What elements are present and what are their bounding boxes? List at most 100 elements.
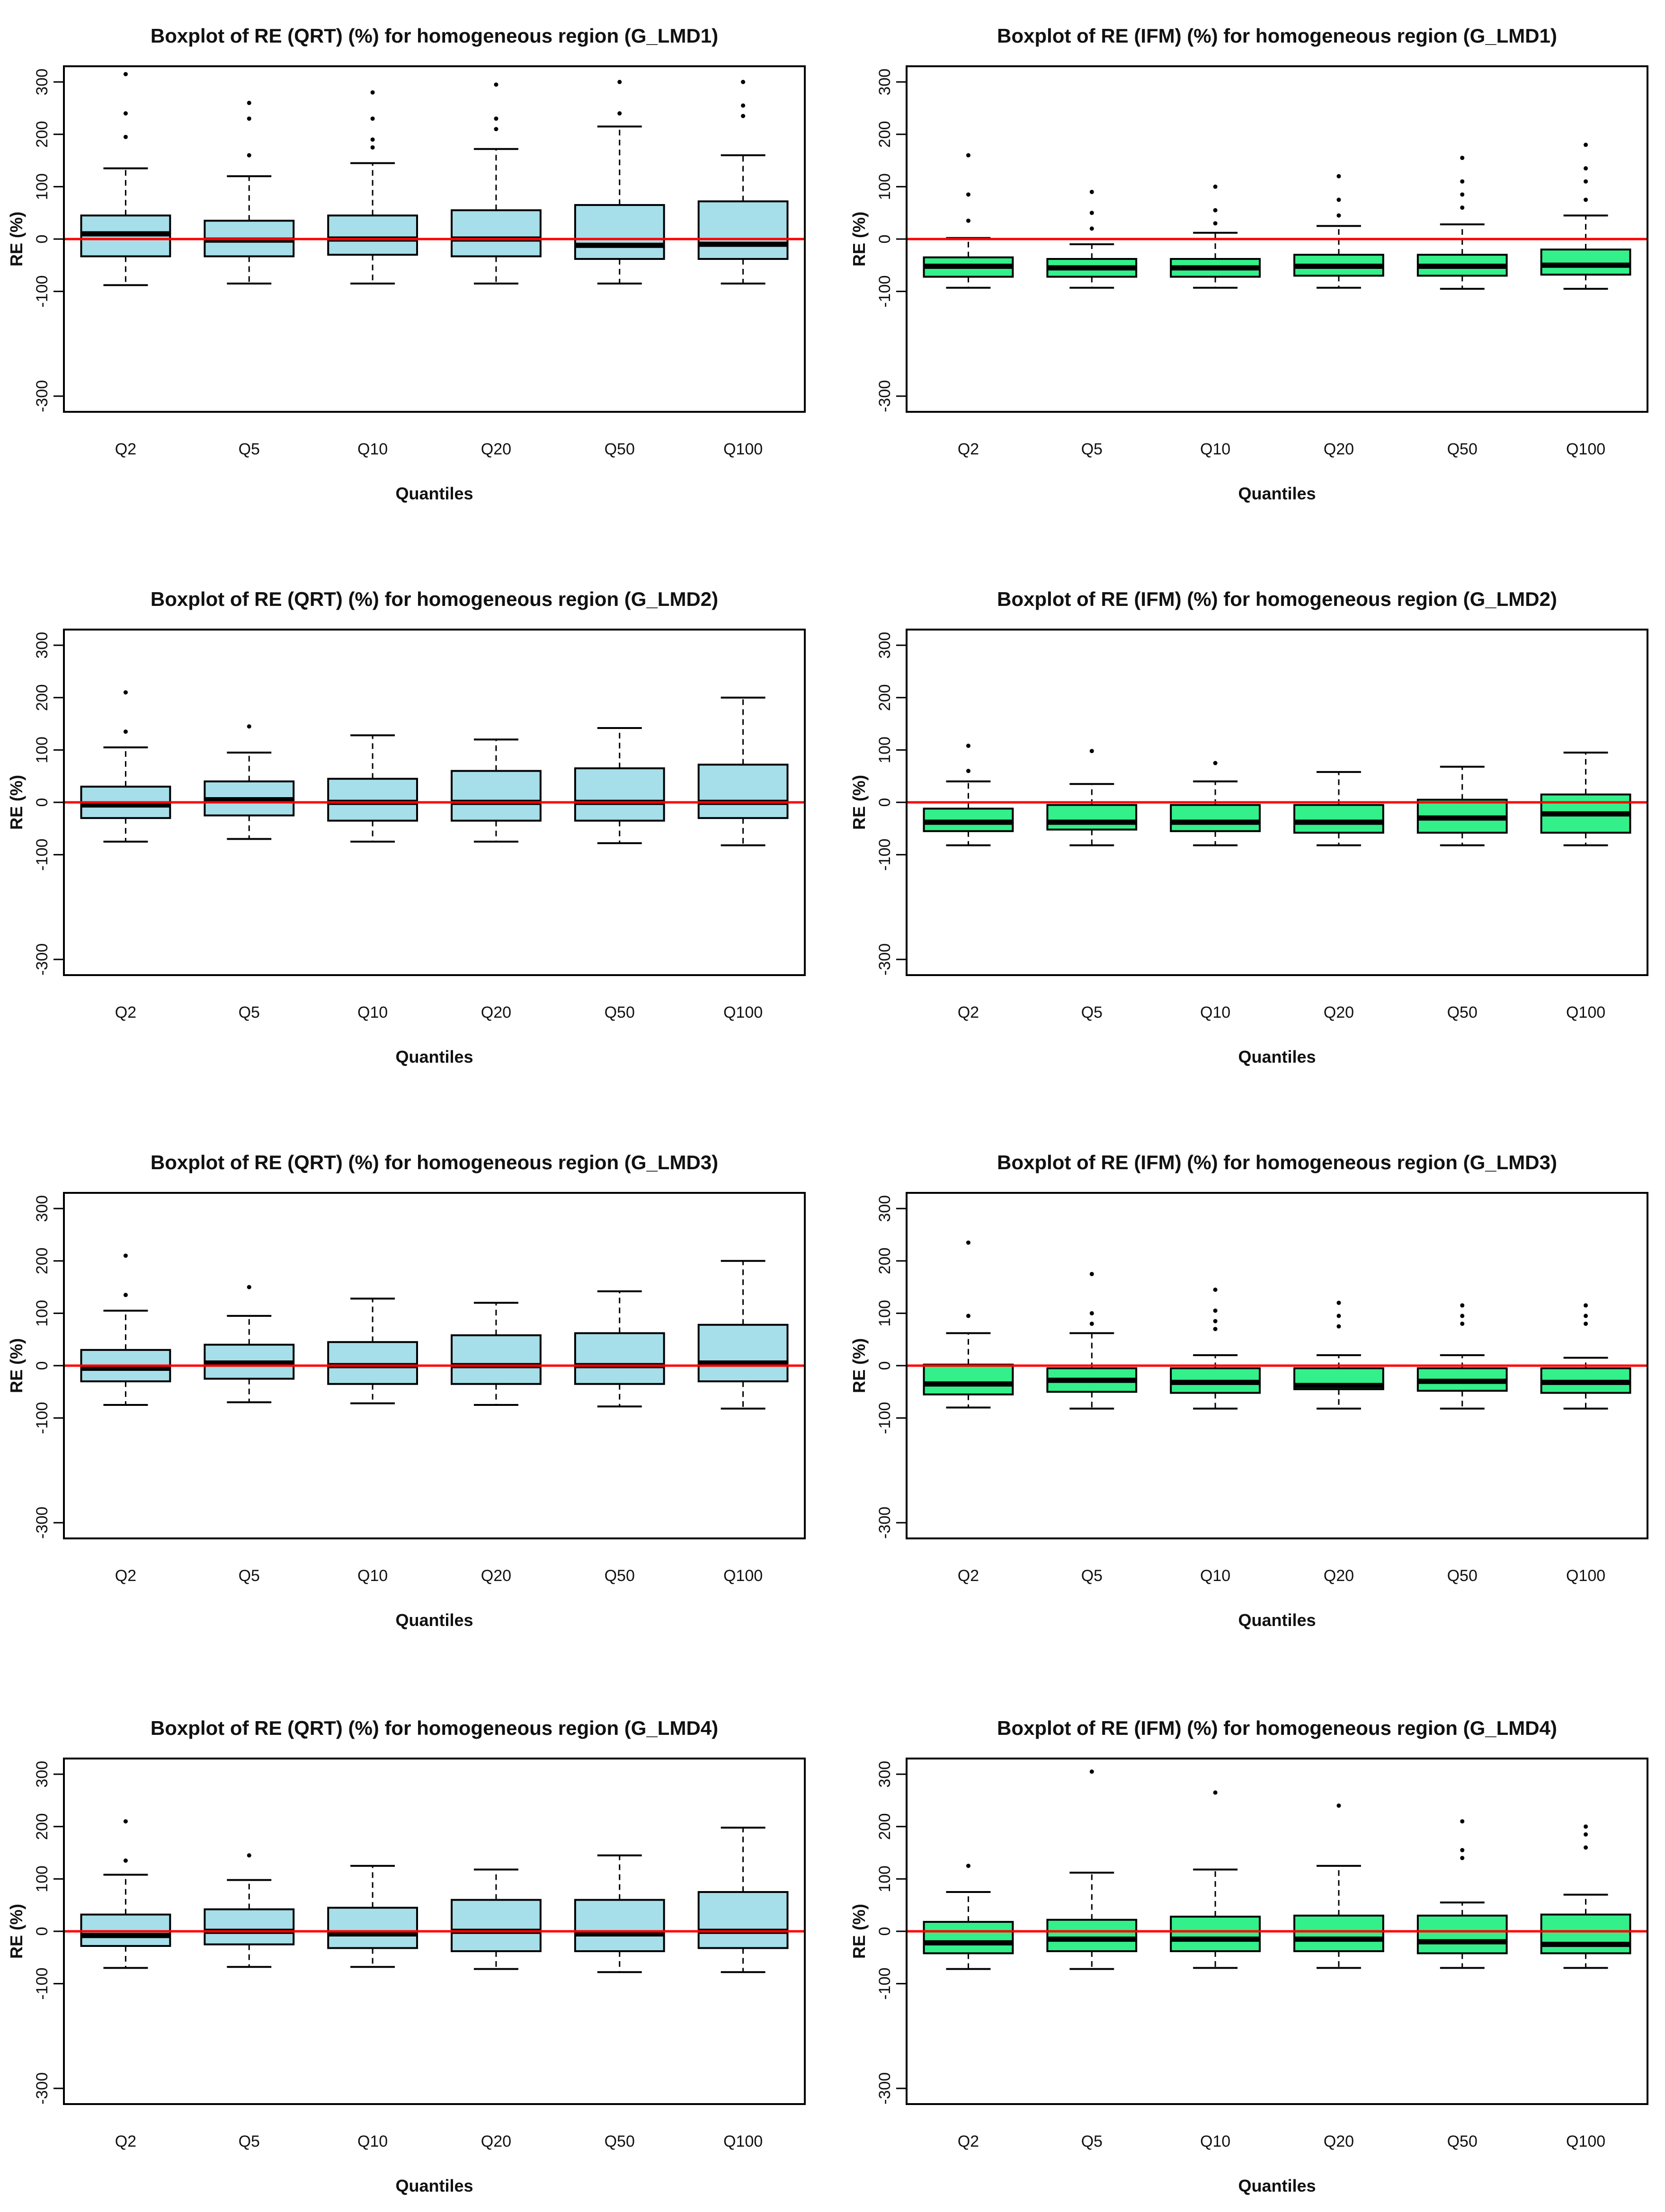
chart-title: Boxplot of RE (IFM) (%) for homogeneous … xyxy=(997,588,1557,610)
y-tick-label: -100 xyxy=(33,1402,51,1434)
y-axis-label: RE (%) xyxy=(849,1338,869,1393)
y-tick-label: 200 xyxy=(876,1813,894,1840)
outlier-point xyxy=(1213,1327,1218,1332)
y-tick-label: 100 xyxy=(876,1866,894,1892)
x-tick-label: Q50 xyxy=(1447,2132,1478,2150)
box-iqr xyxy=(1293,1914,1384,1953)
outlier-point xyxy=(1584,1314,1588,1318)
box-iqr xyxy=(1540,249,1631,276)
outlier-point xyxy=(247,1853,251,1858)
box-iqr xyxy=(451,770,542,822)
y-tick-label: 0 xyxy=(876,235,894,244)
outlier-point xyxy=(1584,1845,1588,1850)
box-q50 xyxy=(1416,765,1508,846)
x-tick-label: Q50 xyxy=(605,440,635,458)
y-tick-label: 300 xyxy=(33,632,51,659)
x-tick-label: Q50 xyxy=(605,1567,635,1585)
x-axis-label: Quantiles xyxy=(395,484,473,503)
box-iqr xyxy=(697,1891,789,1949)
x-axis-label: Quantiles xyxy=(1238,1610,1316,1630)
y-tick-label: -100 xyxy=(33,1968,51,2000)
y-axis-label: RE (%) xyxy=(7,775,26,830)
x-tick-label: Q2 xyxy=(115,1567,136,1585)
x-tick-label: Q5 xyxy=(239,2132,260,2150)
outlier-point xyxy=(1089,749,1094,754)
y-axis-label: RE (%) xyxy=(7,212,26,267)
outlier-point xyxy=(1213,1319,1218,1324)
outlier-point xyxy=(1213,1288,1218,1292)
x-tick-label: Q10 xyxy=(1200,1004,1230,1022)
outlier-point xyxy=(123,72,128,77)
outlier-point xyxy=(1213,761,1218,765)
outlier-point xyxy=(1584,1303,1588,1308)
y-tick-label: 300 xyxy=(33,1761,51,1788)
outlier-point xyxy=(370,116,375,121)
x-tick-label: Q50 xyxy=(1447,1567,1478,1585)
chart-title: Boxplot of RE (QRT) (%) for homogeneous … xyxy=(151,588,718,610)
x-tick-label: Q10 xyxy=(357,1004,388,1022)
outlier-point xyxy=(1089,211,1094,215)
chart-title: Boxplot of RE (QRT) (%) for homogeneous … xyxy=(151,1151,718,1173)
x-tick-label: Q50 xyxy=(1447,1004,1478,1022)
x-tick-label: Q10 xyxy=(357,2132,388,2150)
x-tick-label: Q5 xyxy=(1081,440,1103,458)
y-axis-label: RE (%) xyxy=(849,212,869,267)
box-q5 xyxy=(204,1285,295,1404)
x-tick-label: Q5 xyxy=(239,1004,260,1022)
x-tick-label: Q5 xyxy=(1081,1004,1103,1022)
x-tick-label: Q2 xyxy=(115,440,136,458)
outlier-point xyxy=(741,114,746,118)
box-q10 xyxy=(1170,1288,1261,1410)
y-axis-label: RE (%) xyxy=(849,1904,869,1959)
outlier-point xyxy=(1336,213,1341,218)
y-tick-label: -100 xyxy=(876,1968,894,2000)
x-tick-label: Q100 xyxy=(1566,2132,1605,2150)
x-tick-label: Q20 xyxy=(481,1567,511,1585)
outlier-point xyxy=(1213,221,1218,226)
outlier-point xyxy=(1336,1803,1341,1808)
box-q50 xyxy=(574,80,665,285)
outlier-point xyxy=(966,1864,971,1868)
y-tick-label: 200 xyxy=(33,1247,51,1274)
outlier-point xyxy=(1460,1314,1465,1318)
box-iqr xyxy=(1416,1914,1508,1954)
box-q50 xyxy=(574,1854,665,1973)
box-iqr xyxy=(574,767,665,822)
box-q100 xyxy=(1540,1824,1631,1969)
y-tick-label: 100 xyxy=(33,1300,51,1327)
box-iqr xyxy=(451,209,542,258)
x-axis-label: Quantiles xyxy=(395,1047,473,1066)
outlier-point xyxy=(1460,1322,1465,1326)
box-iqr xyxy=(1170,1916,1261,1953)
outlier-point xyxy=(123,111,128,116)
x-tick-label: Q2 xyxy=(958,1567,979,1585)
x-tick-label: Q2 xyxy=(958,1004,979,1022)
outlier-point xyxy=(1213,208,1218,213)
outlier-point xyxy=(1584,197,1588,202)
y-tick-label: 300 xyxy=(876,632,894,659)
box-iqr xyxy=(574,204,665,260)
x-tick-label: Q20 xyxy=(481,440,511,458)
y-tick-label: -300 xyxy=(33,1507,51,1539)
outlier-point xyxy=(1089,1769,1094,1774)
outlier-point xyxy=(123,729,128,734)
x-axis-label: Quantiles xyxy=(395,1610,473,1630)
y-tick-label: 300 xyxy=(33,1195,51,1222)
y-tick-label: 0 xyxy=(33,1927,51,1936)
outlier-point xyxy=(370,145,375,150)
outlier-point xyxy=(1089,226,1094,231)
box-iqr xyxy=(451,1899,542,1953)
x-tick-label: Q20 xyxy=(481,1004,511,1022)
outlier-point xyxy=(1460,192,1465,197)
x-tick-label: Q100 xyxy=(1566,440,1605,458)
y-tick-label: 200 xyxy=(876,1247,894,1274)
outlier-point xyxy=(123,690,128,695)
outlier-point xyxy=(1584,1322,1588,1326)
x-tick-label: Q100 xyxy=(723,440,763,458)
y-tick-label: 200 xyxy=(876,121,894,148)
box-q100 xyxy=(1540,142,1631,290)
outlier-point xyxy=(966,1314,971,1318)
y-tick-label: -300 xyxy=(33,943,51,976)
y-tick-label: -300 xyxy=(33,380,51,412)
x-tick-label: Q20 xyxy=(1324,2132,1354,2150)
